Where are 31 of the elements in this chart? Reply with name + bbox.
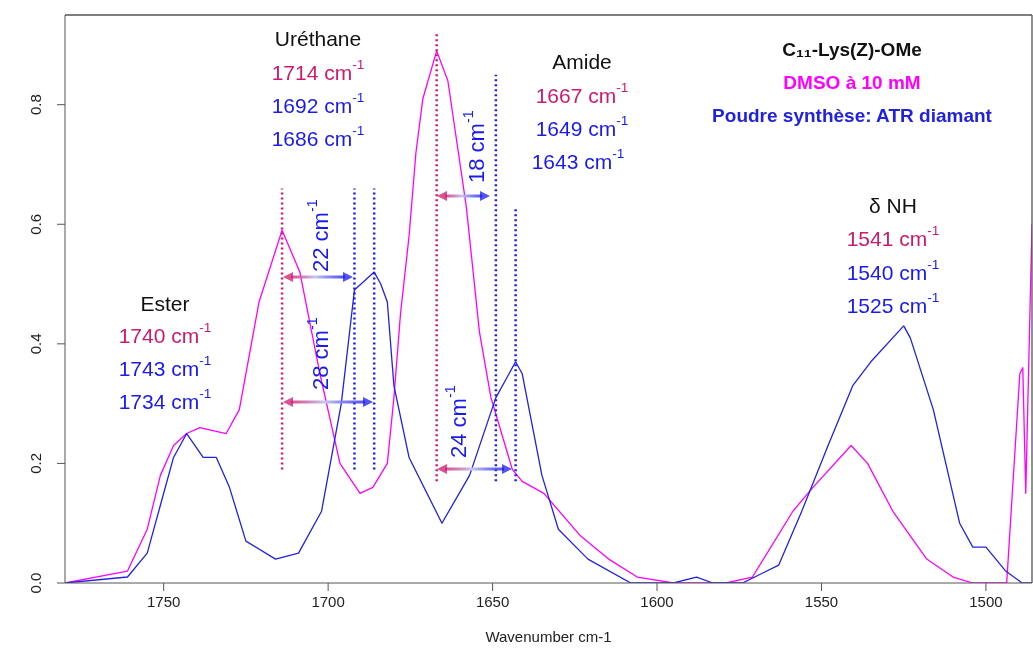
x-tick-label: 1700 — [311, 593, 345, 610]
y-tick-label: 0.6 — [27, 213, 44, 235]
annotation: 1734 cm$^{-1}$ — [118, 386, 212, 413]
y-tick-label: 0.8 — [27, 94, 44, 116]
x-tick-label: 1600 — [640, 593, 674, 610]
x-tick-label: 1650 — [475, 593, 510, 610]
y-tick-label: 0.2 — [27, 452, 44, 474]
x-tick-label: 1550 — [804, 593, 839, 610]
x-tick-label: 1500 — [969, 593, 1003, 610]
annotation: 1540 cm$^{-1}$ — [846, 257, 940, 284]
y-tick-label: 0.0 — [27, 572, 44, 594]
annotation: 1649 cm$^{-1}$ — [535, 113, 629, 140]
annotation: 1686 cm$^{-1}$ — [271, 123, 365, 150]
text: DMSO à 10 mM — [782, 71, 922, 95]
x-axis-title: Wavenumber cm-1 — [485, 628, 612, 645]
annotation: 1525 cm$^{-1}$ — [846, 290, 940, 317]
annotation: 1740 cm$^{-1}$ — [118, 320, 212, 347]
text: Poudre synthèse: ATR diamant — [711, 104, 993, 128]
annotation: 1643 cm$^{-1}$ — [531, 146, 625, 173]
annotation: 1743 cm$^{-1}$ — [118, 353, 212, 380]
annotation: 1667 cm$^{-1}$ — [535, 80, 629, 107]
annotation: 1692 cm$^{-1}$ — [271, 90, 365, 117]
annotation: 1714 cm$^{-1}$ — [271, 57, 365, 84]
x-tick-label: 1750 — [146, 593, 181, 610]
annotation: δ NH — [869, 193, 917, 217]
annotation: Ester — [140, 291, 190, 315]
y-tick-label: 0.4 — [27, 333, 44, 355]
legend-title: C₁₁-Lys(Z)-OMe — [781, 38, 923, 62]
annotation: Amide — [552, 49, 612, 73]
annotation: 1541 cm$^{-1}$ — [846, 223, 940, 250]
annotation: Uréthane — [274, 26, 362, 50]
